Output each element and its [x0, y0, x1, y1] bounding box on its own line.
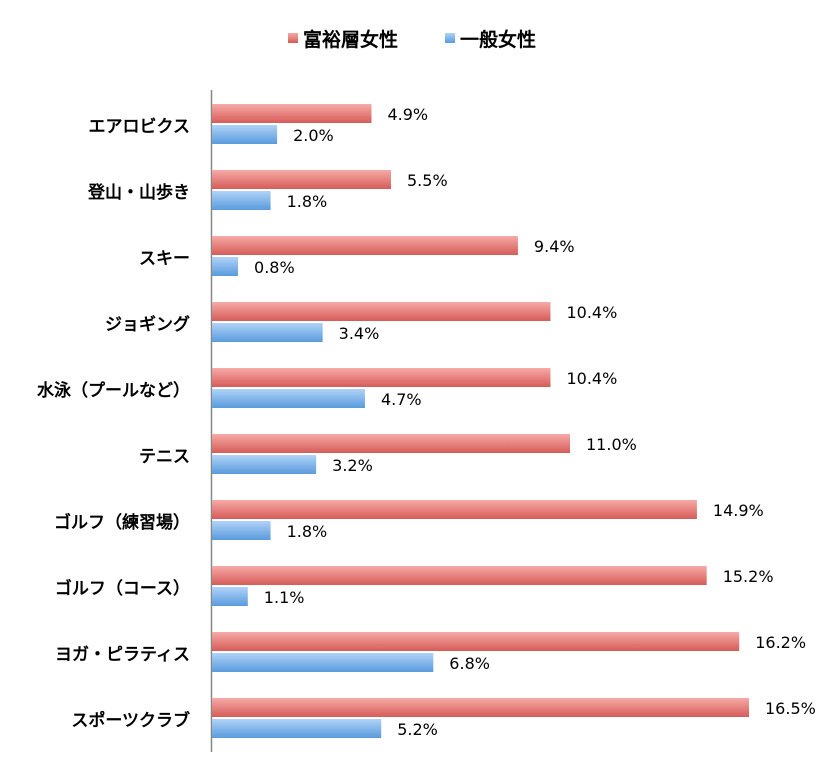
category-label: ゴルフ（練習場）	[54, 512, 190, 533]
bar-affluent-women	[212, 500, 697, 519]
data-label: 14.9%	[713, 501, 764, 520]
category-label: エアロビクス	[89, 117, 191, 137]
data-label: 1.1%	[264, 588, 305, 607]
bar-affluent-women	[212, 632, 740, 651]
bar-general-women	[212, 653, 434, 672]
legend: 富裕層女性 一般女性	[288, 28, 536, 51]
bar-general-women	[212, 389, 365, 408]
category-label: スキー	[139, 249, 190, 269]
bar-general-women	[212, 323, 323, 342]
bar-general-women	[212, 587, 248, 606]
bar-affluent-women	[212, 698, 749, 717]
data-label: 10.4%	[566, 303, 617, 322]
data-label: 1.8%	[287, 192, 328, 211]
data-label: 3.2%	[332, 456, 373, 475]
bar-general-women	[212, 719, 382, 738]
bar-general-women	[212, 191, 271, 210]
category-label: テニス	[139, 447, 190, 467]
legend-label: 一般女性	[460, 28, 536, 51]
data-label: 10.4%	[566, 369, 617, 388]
legend-swatch	[445, 33, 455, 43]
bar-affluent-women	[212, 170, 391, 189]
bar-general-women	[212, 125, 278, 144]
data-label: 6.8%	[449, 654, 490, 673]
category-label: ジョギング	[105, 314, 190, 335]
data-label: 4.9%	[387, 105, 428, 124]
bar-affluent-women	[212, 566, 707, 585]
data-label: 11.0%	[586, 435, 637, 454]
data-label: 16.2%	[755, 633, 806, 652]
data-label: 4.7%	[381, 390, 422, 409]
legend-swatch	[288, 33, 298, 43]
bar-affluent-women	[212, 434, 570, 453]
category-label: 水泳（プールなど）	[37, 380, 190, 401]
data-label: 3.4%	[339, 324, 380, 343]
bar-general-women	[212, 455, 317, 474]
bar-general-women	[212, 521, 271, 540]
legend-label: 富裕層女性	[303, 28, 398, 51]
data-label: 5.5%	[407, 171, 448, 190]
data-label: 5.2%	[397, 720, 438, 739]
category-label: スポーツクラブ	[71, 710, 190, 731]
data-label: 2.0%	[293, 126, 334, 145]
category-label: 登山・山歩き	[87, 182, 190, 203]
bar-affluent-women	[212, 368, 551, 387]
data-label: 1.8%	[287, 522, 328, 541]
data-label: 16.5%	[765, 699, 816, 718]
bar-affluent-women	[212, 236, 518, 255]
data-label: 15.2%	[723, 567, 774, 586]
bar-affluent-women	[212, 302, 551, 321]
category-label: ゴルフ（コース）	[55, 578, 190, 599]
category-label: ヨガ・ピラティス	[55, 645, 190, 665]
bar-affluent-women	[212, 104, 372, 123]
bar-general-women	[212, 257, 239, 276]
data-label: 0.8%	[254, 258, 295, 277]
data-label: 9.4%	[534, 237, 575, 256]
